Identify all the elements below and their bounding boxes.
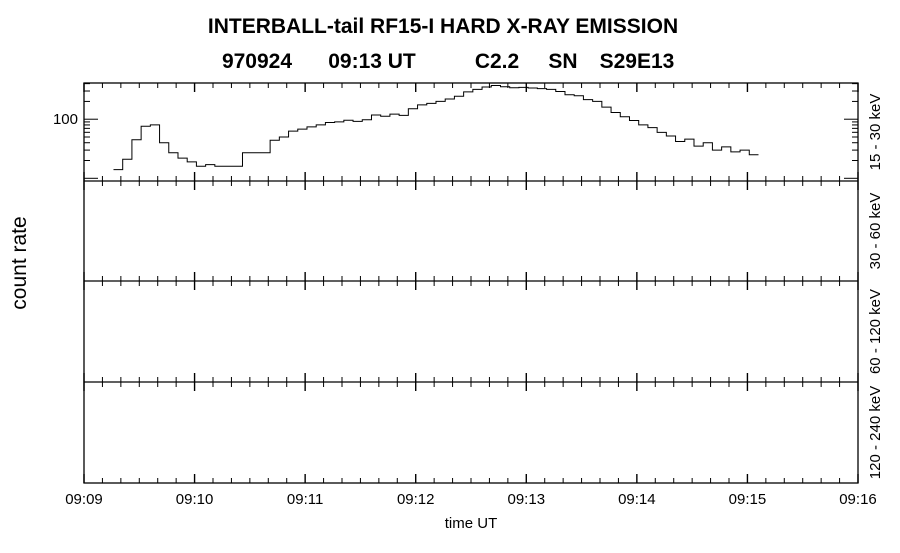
- series-15-30kev: [113, 84, 759, 171]
- x-axis-label: time UT: [445, 515, 498, 532]
- band-label: 30 - 60 keV: [867, 193, 884, 270]
- subtitle-type: SN: [548, 50, 577, 73]
- subtitle-location: S29E13: [600, 50, 675, 73]
- band-label: 60 - 120 keV: [867, 289, 884, 374]
- band-label: 15 - 30 keV: [867, 94, 884, 171]
- x-tick-label: 09:14: [618, 491, 656, 508]
- chart-title: INTERBALL-tail RF15-I HARD X-RAY EMISSIO…: [208, 15, 678, 38]
- subtitle-time: 09:13 UT: [328, 50, 416, 73]
- x-tick-label: 09:15: [729, 491, 767, 508]
- x-tick-label: 09:11: [287, 491, 323, 508]
- x-tick-label: 09:09: [65, 491, 103, 508]
- x-tick-label: 09:12: [397, 491, 435, 508]
- x-tick-label: 09:13: [508, 491, 546, 508]
- chart-subtitle: 970924 09:13 UT C2.2 SN S29E13: [222, 50, 674, 73]
- y-tick-label: 100: [53, 111, 78, 128]
- y-axis-label: count rate: [8, 216, 31, 309]
- subtitle-class: C2.2: [475, 50, 519, 73]
- band-label: 120 - 240 keV: [867, 386, 884, 479]
- x-tick-label: 09:10: [176, 491, 214, 508]
- x-tick-label: 09:16: [839, 491, 877, 508]
- subtitle-date: 970924: [222, 50, 292, 73]
